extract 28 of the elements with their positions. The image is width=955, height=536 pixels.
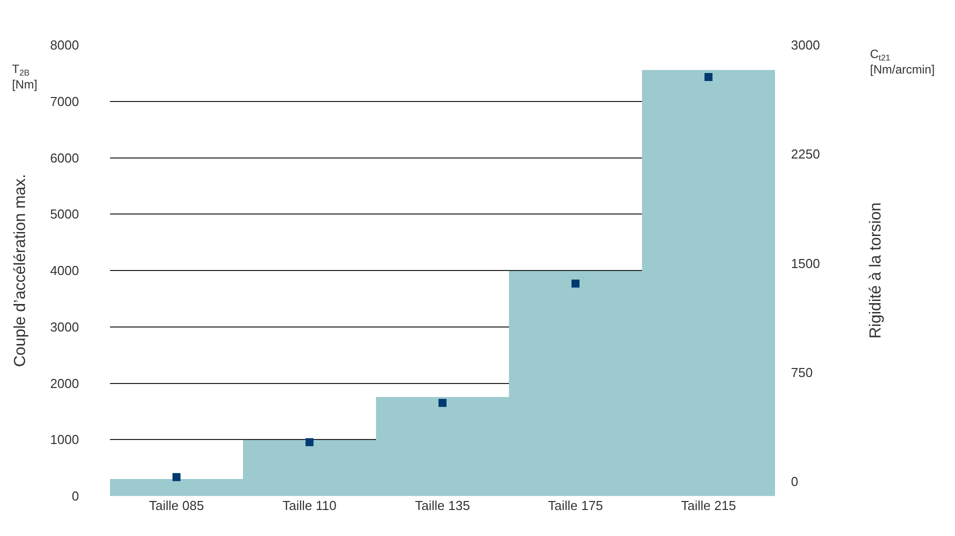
y-tick-label: 8000 — [50, 38, 79, 53]
x-tick-label: Taille 135 — [415, 498, 470, 513]
y-tick-label: 4000 — [50, 263, 79, 278]
point — [172, 473, 180, 482]
y2-axis-title: Rigidité à la torsion — [868, 202, 885, 339]
y-tick-label: 6000 — [50, 150, 79, 166]
y-tick-label: 1000 — [50, 432, 79, 448]
y-tick-label: 3000 — [50, 319, 79, 334]
y2-tick-label: 1500 — [791, 256, 820, 271]
y-tick-label: 0 — [72, 488, 79, 504]
y-tick-label: 7000 — [50, 94, 79, 109]
point — [438, 398, 446, 407]
y-tick-label: 2000 — [50, 376, 79, 391]
x-tick-label: Taille 110 — [282, 498, 336, 513]
y2-tick-label: 2250 — [791, 146, 820, 162]
text: C$_{t21}$ [Nm/arcmin] — [870, 47, 935, 77]
point — [572, 280, 580, 288]
x-tick-label: Taille 215 — [681, 498, 736, 513]
point — [704, 73, 712, 82]
x-tick-label: Taille 175 — [548, 498, 603, 513]
x-tick-label: Taille 085 — [149, 498, 204, 513]
point — [306, 438, 314, 446]
y-axis-title: Couple d’accélération max. — [12, 174, 29, 367]
text: T$_{2B}$ [Nm] — [12, 62, 38, 92]
y-tick-label: 5000 — [50, 206, 79, 222]
y2-tick-label: 3000 — [791, 38, 820, 53]
y2-tick-label: 750 — [791, 364, 813, 380]
y2-tick-label: 0 — [791, 474, 798, 489]
